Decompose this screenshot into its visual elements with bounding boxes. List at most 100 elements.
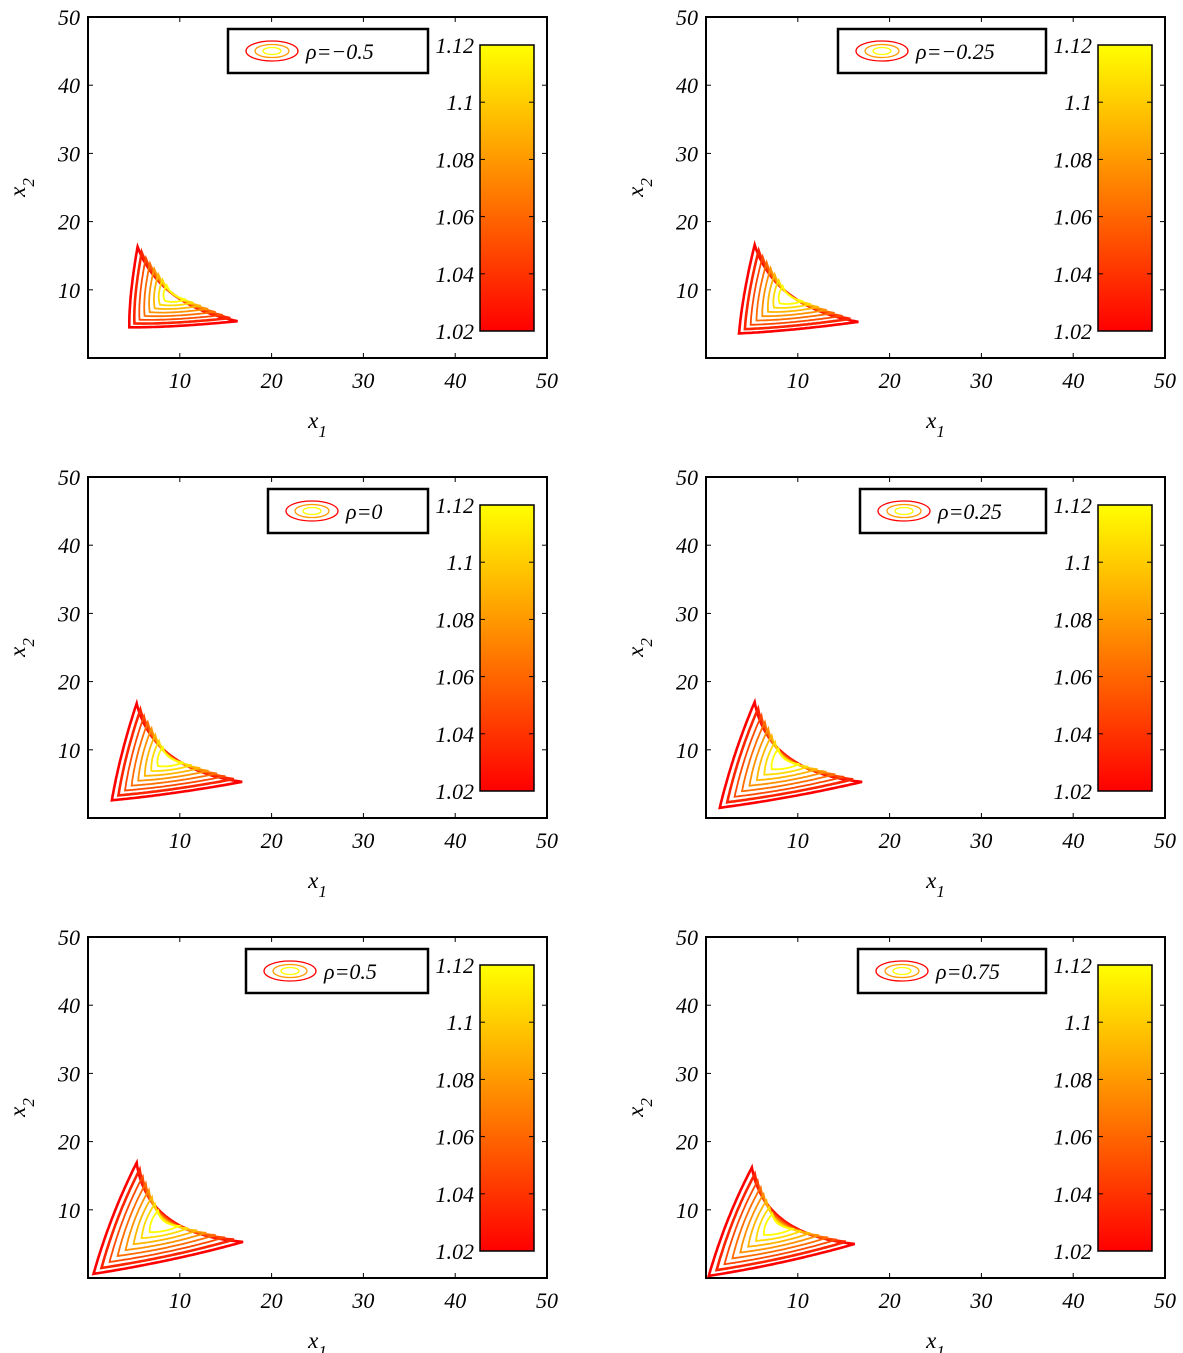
x-tick-label: 10 (169, 368, 191, 393)
legend: ρ=0 (266, 487, 430, 535)
colorbar-tick-label: 1.12 (1054, 493, 1093, 518)
colorbar-tick-label: 1.04 (1054, 262, 1093, 287)
colorbar-tick-label: 1.12 (436, 33, 475, 58)
y-axis-label: x2 (5, 178, 38, 198)
colorbar-tick-label: 1.02 (1054, 1239, 1093, 1264)
y-axis-label-var: x (5, 186, 30, 198)
x-tick-label: 30 (351, 1288, 374, 1313)
y-tick-label: 50 (676, 5, 698, 30)
legend-contour-swatch-2 (884, 963, 920, 979)
x-tick-label: 10 (787, 1288, 809, 1313)
colorbar-gradient (1097, 504, 1153, 792)
x-tick-label: 30 (969, 1288, 992, 1313)
y-axis-label: x2 (623, 638, 656, 658)
colorbar-tick-label: 1.04 (1054, 1182, 1093, 1207)
y-tick-label: 50 (676, 465, 698, 490)
legend-contour-swatch-1 (263, 960, 317, 982)
x-axis-label: x1 (307, 408, 327, 441)
contour-level-8 (162, 283, 187, 303)
contour-lines (128, 242, 238, 329)
colorbar-tick-label: 1.02 (436, 779, 475, 804)
colorbar-tick-label: 1.08 (1054, 1067, 1093, 1092)
legend-contour-swatch-3 (872, 46, 892, 56)
chart-panel-6: 10 20 30 40 501020304050x1x21.021.041.061.08… (623, 925, 1176, 1353)
y-axis-label-sub: 2 (19, 1098, 38, 1107)
y-axis-label: x2 (623, 178, 656, 198)
colorbar-tick-label: 1.12 (1054, 953, 1093, 978)
y-axis-label: x2 (5, 1098, 38, 1118)
colorbar-tick-label: 1.1 (1065, 550, 1093, 575)
colorbar-tick-label: 1.12 (1054, 33, 1093, 58)
colorbar-gradient (479, 504, 535, 792)
y-tick-label: 30 (675, 601, 698, 626)
y-axis-label-var: x (623, 646, 648, 658)
colorbar-gradient (1097, 964, 1153, 1252)
colorbar-tick-label: 1.06 (436, 205, 475, 230)
legend-contour-swatch-3 (894, 506, 914, 516)
y-tick-label: 40 (58, 73, 80, 98)
colorbar: 1.02 1.04 1.06 1.08 1.1 1.12 (1054, 33, 1153, 344)
legend-contour-swatch-1 (855, 40, 909, 62)
y-tick-label: 20 (58, 210, 80, 235)
y-tick-label: 10 (676, 1198, 698, 1223)
colorbar-tick-label: 1.02 (436, 1239, 475, 1264)
x-tick-label: 50 (1154, 828, 1176, 853)
legend-contour-swatch-1 (245, 40, 299, 62)
y-tick-label: 10 (676, 738, 698, 763)
x-tick-label: 50 (536, 828, 558, 853)
colorbar-tick-label: 1.1 (1065, 90, 1093, 115)
x-axis-label-var: x (925, 868, 937, 893)
legend-label: ρ=−0.5 (305, 39, 374, 64)
legend-rho-symbol: ρ (345, 499, 357, 524)
colorbar-tick-label: 1.04 (1054, 722, 1093, 747)
x-axis-label-sub: 1 (318, 882, 327, 901)
x-axis-label-sub: 1 (936, 1342, 945, 1353)
colorbar-gradient (1097, 44, 1153, 332)
y-axis-label-sub: 2 (19, 638, 38, 647)
legend-rho-value: =0.75 (947, 959, 1000, 984)
y-axis-label-var: x (5, 1106, 30, 1118)
x-axis-label-sub: 1 (936, 882, 945, 901)
y-tick-label: 10 (58, 278, 80, 303)
colorbar-tick-label: 1.1 (447, 1010, 475, 1035)
x-axis-label: x1 (925, 1328, 945, 1353)
y-tick-label: 30 (675, 1061, 698, 1086)
y-tick-label: 50 (58, 925, 80, 950)
colorbar-tick-label: 1.06 (1054, 1125, 1093, 1150)
colorbar-tick-label: 1.08 (1054, 607, 1093, 632)
legend-label: ρ=0.25 (937, 499, 1002, 524)
colorbar: 1.02 1.04 1.06 1.08 1.1 1.12 (1054, 493, 1153, 804)
colorbar-tick-label: 1.02 (436, 319, 475, 344)
y-tick-label: 50 (58, 465, 80, 490)
x-tick-label: 40 (1062, 1288, 1084, 1313)
legend: ρ=−0.25 (836, 27, 1048, 75)
x-tick-label: 40 (444, 1288, 466, 1313)
x-tick-label: 20 (261, 828, 283, 853)
legend-contour-swatch-3 (262, 46, 282, 56)
y-tick-label: 40 (58, 993, 80, 1018)
colorbar-tick-label: 1.06 (1054, 205, 1093, 230)
y-tick-label: 10 (58, 738, 80, 763)
legend-label: ρ=0 (345, 499, 382, 524)
x-tick-label: 40 (1062, 828, 1084, 853)
legend-rho-symbol: ρ (935, 959, 947, 984)
y-tick-label: 20 (676, 670, 698, 695)
x-tick-label: 20 (261, 368, 283, 393)
colorbar-tick-label: 1.12 (436, 493, 475, 518)
y-tick-label: 20 (676, 1130, 698, 1155)
x-axis-label-var: x (307, 1328, 319, 1353)
colorbar-tick-label: 1.08 (436, 147, 475, 172)
colorbar: 1.02 1.04 1.06 1.08 1.1 1.12 (436, 953, 535, 1264)
colorbar: 1.02 1.04 1.06 1.08 1.1 1.12 (436, 493, 535, 804)
x-tick-label: 50 (536, 1288, 558, 1313)
colorbar-tick-label: 1.04 (436, 722, 475, 747)
y-tick-label: 50 (58, 5, 80, 30)
x-tick-label: 20 (261, 1288, 283, 1313)
x-tick-label: 50 (536, 368, 558, 393)
legend-contour-swatch-2 (254, 43, 290, 59)
x-tick-label: 10 (787, 828, 809, 853)
x-tick-label: 20 (879, 368, 901, 393)
legend-rho-value: =−0.25 (927, 39, 995, 64)
y-tick-label: 50 (676, 925, 698, 950)
